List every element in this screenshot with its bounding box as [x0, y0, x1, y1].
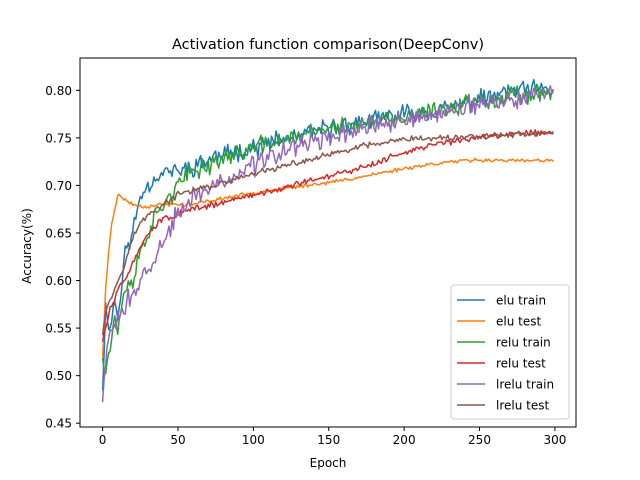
x-tick-label: 300: [543, 433, 566, 447]
legend-label: relu test: [496, 357, 546, 371]
legend-label: elu test: [496, 315, 541, 329]
plot-lines: [101, 78, 555, 403]
legend-label: elu train: [496, 294, 546, 308]
series-line-4: [101, 85, 555, 403]
y-tick-label: 0.45: [45, 417, 72, 431]
legend-label: lrelu test: [496, 399, 549, 413]
y-tick-label: 0.80: [45, 84, 72, 98]
y-axis-label: Accuracy(%): [20, 208, 34, 284]
x-tick-label: 100: [242, 433, 265, 447]
x-tick-label: 50: [170, 433, 185, 447]
x-tick-label: 150: [317, 433, 340, 447]
x-tick-label: 200: [393, 433, 416, 447]
legend-label: lrelu train: [496, 378, 554, 392]
legend-label: relu train: [496, 336, 551, 350]
series-line-1: [101, 157, 554, 358]
y-tick-label: 0.55: [45, 322, 72, 336]
y-tick-label: 0.60: [45, 274, 72, 288]
y-tick-label: 0.65: [45, 226, 72, 240]
legend: elu train elu test relu train relu test lrel…: [450, 284, 570, 420]
legend-box: [450, 284, 570, 420]
x-axis-label: Epoch: [310, 456, 347, 470]
x-tick-label: 0: [99, 433, 107, 447]
x-tick-label: 250: [468, 433, 491, 447]
y-tick-label: 0.50: [45, 369, 72, 383]
y-tick-label: 0.75: [45, 131, 72, 145]
series-line-2: [101, 83, 554, 375]
y-tick-label: 0.70: [45, 179, 72, 193]
chart-title: Activation function comparison(DeepConv): [172, 37, 484, 53]
series-line-5: [101, 130, 554, 336]
axes: 0 50 100 150 200 250 300 0.45 0.50 0.55 0.60 0.65 0.…: [45, 57, 577, 447]
plot-frame: [79, 57, 577, 428]
series-line-3: [101, 129, 554, 342]
